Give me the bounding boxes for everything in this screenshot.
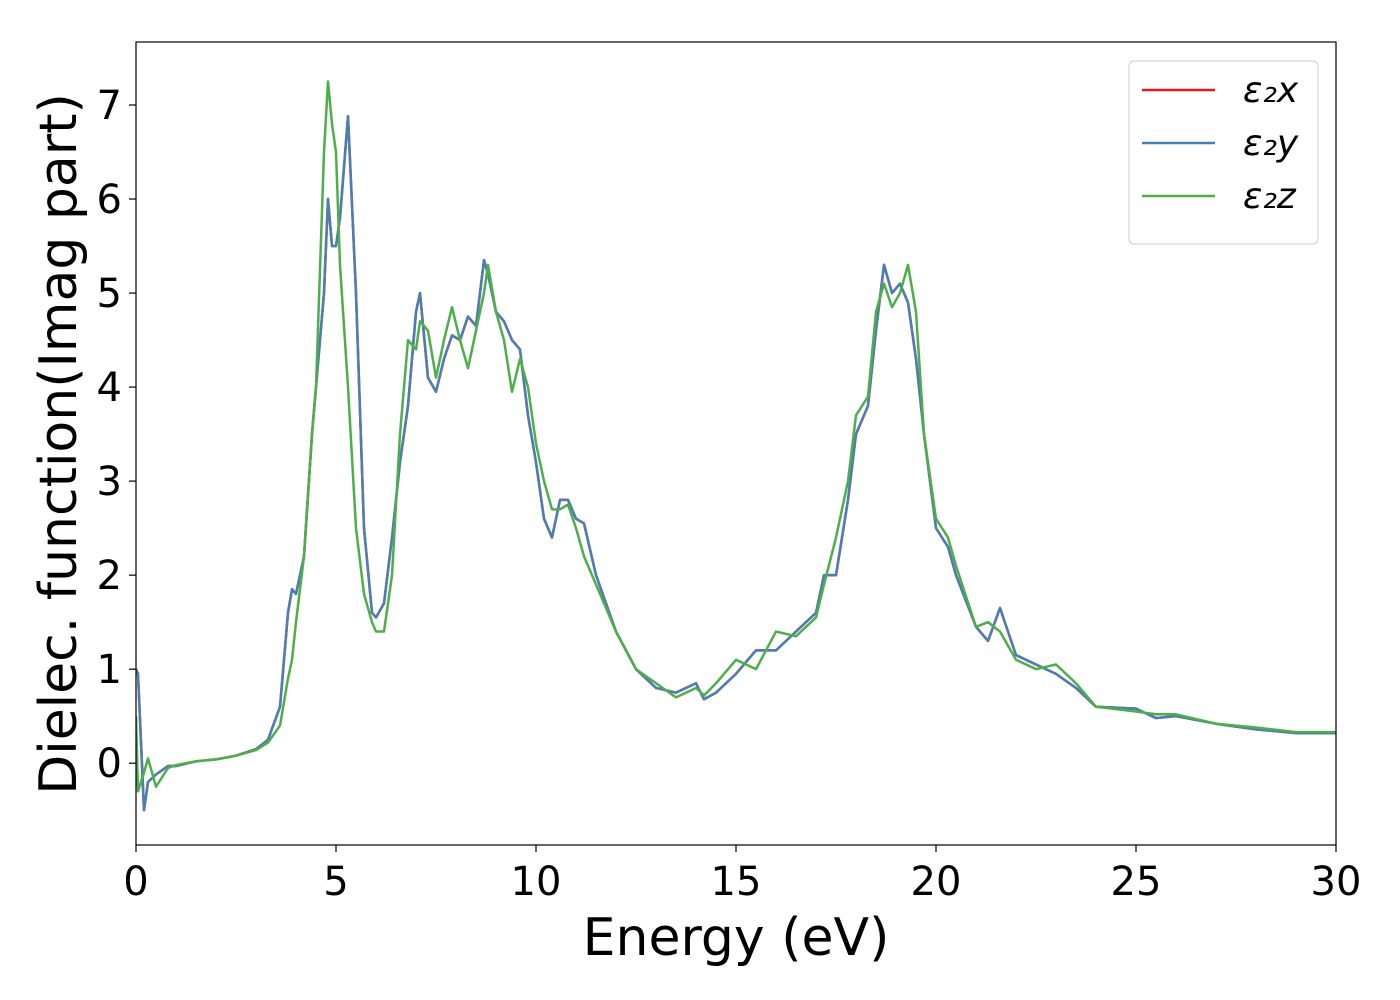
plot-frame	[135, 41, 1337, 846]
legend-box	[1128, 60, 1319, 245]
y-axis-label: Dielec. function(Imag part)	[29, 93, 89, 795]
y-tick-label: 2	[97, 553, 122, 599]
y-tick-label: 5	[97, 271, 122, 317]
x-tick-label: 5	[323, 859, 348, 905]
legend-label: ε₂y	[1243, 123, 1299, 164]
x-tick-label: 15	[711, 859, 762, 905]
y-tick-label: 4	[97, 365, 122, 411]
y-tick-label: 7	[97, 83, 122, 129]
series-line	[136, 80, 1336, 793]
legend-label: ε₂z	[1243, 176, 1297, 217]
y-tick-label: 1	[97, 647, 122, 693]
x-tick-label: 30	[1311, 859, 1362, 905]
y-tick-label: 3	[97, 459, 122, 505]
x-tick-label: 25	[1111, 859, 1162, 905]
plot-lines	[136, 80, 1336, 812]
legend-label: ε₂x	[1243, 70, 1299, 111]
y-tick-label: 0	[97, 741, 122, 787]
x-tick-label: 20	[911, 859, 962, 905]
y-tick-label: 6	[97, 177, 122, 223]
x-tick-label: 0	[123, 859, 148, 905]
x-axis-label: Energy (eV)	[583, 908, 890, 968]
x-tick-label: 10	[511, 859, 562, 905]
